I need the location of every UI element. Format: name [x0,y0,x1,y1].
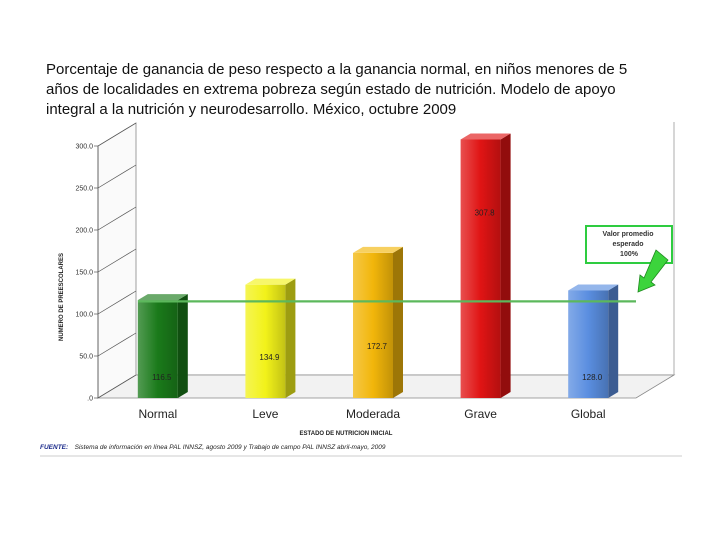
bar-chart: NUMERO DE PREESCOLARES ESTADO DE NUTRICI… [40,122,682,457]
source-label: FUENTE: [40,444,68,451]
x-axis-label: ESTADO DE NUTRICION INICIAL [300,431,393,437]
bar [353,252,393,398]
x-tick-label: Global [571,407,606,421]
bar-top [568,284,619,291]
bar-value-label: 134.9 [259,353,280,362]
y-axis-label: NUMERO DE PREESCOLARES [59,253,65,341]
bar-group: 116.5 [137,294,188,398]
bar-group: 128.0 [568,284,619,398]
bar-side [393,246,403,398]
bar-side [177,294,188,398]
y-tick-label: 50.0 [79,354,93,361]
y-gridline-diagonal [97,290,137,315]
y-gridline-diagonal [97,164,137,189]
x-tick-label: Leve [252,407,278,421]
bar-side [500,133,511,398]
chart-panel: NUMERO DE PREESCOLARES ESTADO DE NUTRICI… [36,122,684,458]
y-gridline-diagonal [97,332,137,357]
y-tick-label: 200.0 [75,228,93,235]
bar-group: 307.8 [460,133,511,398]
annotation-arrow [637,249,669,293]
y-gridline-diagonal [97,206,137,231]
bar [137,300,178,398]
source-note: FUENTE: Sistema de información en línea … [40,436,386,453]
chart-title: Porcentaje de ganancia de peso respecto … [46,61,628,118]
bar [245,284,286,398]
bar [568,290,609,398]
bar-group: 172.7 [353,246,403,398]
bar-top [460,133,511,140]
bar-value-label: 172.7 [367,342,388,351]
y-gridline-diagonal [97,374,137,399]
bar-value-label: 307.8 [475,208,496,217]
bar-side [285,278,296,398]
bar [460,139,501,398]
bar-value-label: 116.5 [152,373,172,382]
bar-top [353,246,403,253]
y-tick-label: 100.0 [75,312,93,319]
bar-group: 134.9 [245,278,296,398]
y-tick-label: 250.0 [75,186,93,193]
annotation-box: Valor promedio esperado 100% [585,225,673,293]
bar-side [608,284,619,398]
bar-top [137,294,188,301]
y-gridline-diagonal [97,248,137,273]
x-tick-label: Grave [464,407,497,421]
bar-value-label: 128.0 [582,373,603,382]
x-tick-label: Moderada [346,407,400,421]
source-text: Sistema de información en línea PAL INNS… [75,444,386,451]
bar-top [245,278,296,285]
annotation-frame [585,225,673,264]
annotation-text: Valor promedio esperado 100% [603,231,656,258]
y-tick-label: .0 [87,396,93,403]
y-gridline-diagonal [97,122,137,147]
y-tick-label: 300.0 [75,144,93,151]
x-tick-label: Normal [138,407,177,421]
y-tick-label: 150.0 [75,270,93,277]
